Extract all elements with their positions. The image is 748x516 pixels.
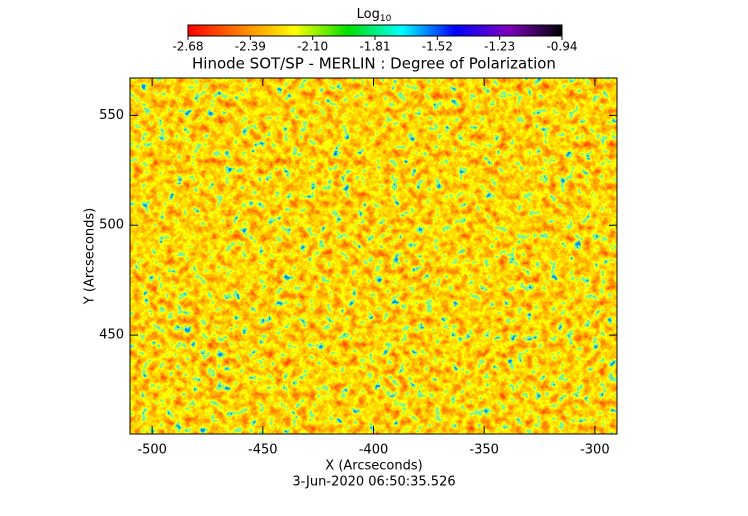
colorbar-tick-label: -0.94 (546, 40, 577, 54)
x-axis-label: X (Arcseconds) (325, 459, 422, 474)
colorbar-tick-label: -2.68 (172, 40, 203, 54)
y-tick-label: 500 (99, 218, 124, 233)
footer-date: 3-Jun-2020 06:50:35.526 (292, 475, 455, 490)
chart-title: Hinode SOT/SP - MERLIN : Degree of Polar… (192, 55, 556, 73)
x-tick-label: -350 (469, 443, 499, 458)
colorbar-tick-label: -2.10 (297, 40, 328, 54)
colorbar (187, 24, 563, 37)
colorbar-tick-label: -1.81 (359, 40, 390, 54)
x-tick-label: -300 (580, 443, 610, 458)
x-tick-label: -450 (248, 443, 278, 458)
polarization-image (130, 78, 617, 434)
colorbar-label: Log10 (357, 7, 392, 24)
colorbar-tick-label: -2.39 (235, 40, 266, 54)
y-axis-label: Y (Arcseconds) (83, 208, 98, 305)
colorbar-tick-label: -1.23 (484, 40, 515, 54)
colorbar-tick-label: -1.52 (422, 40, 453, 54)
x-tick-label: -500 (137, 443, 167, 458)
y-tick-label: 550 (99, 108, 124, 123)
y-tick-label: 450 (99, 328, 124, 343)
x-tick-label: -400 (359, 443, 389, 458)
